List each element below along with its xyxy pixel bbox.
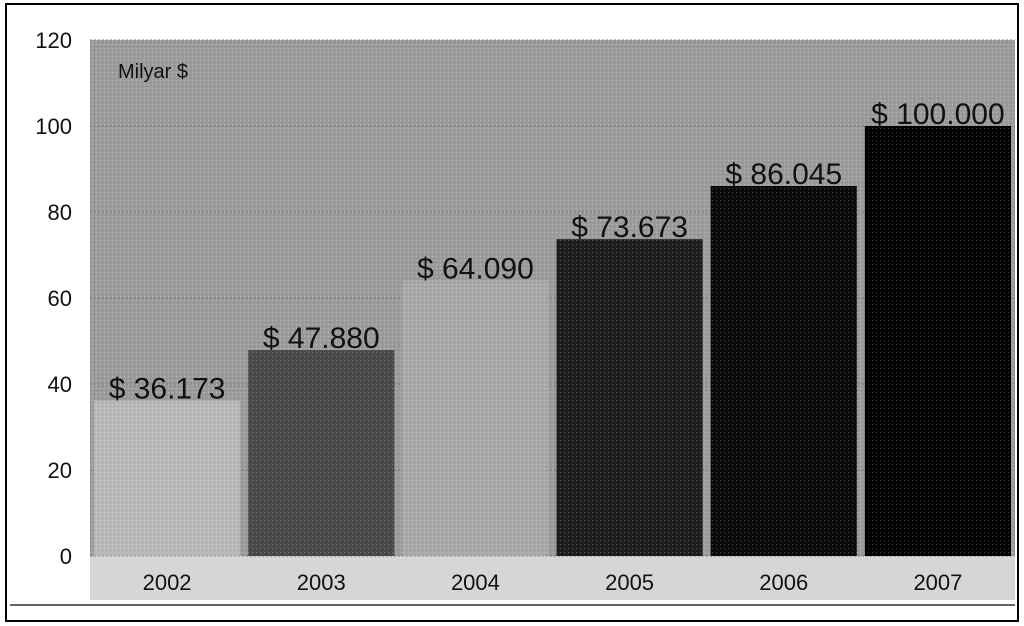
y-tick-label: 80 xyxy=(48,200,72,225)
x-axis-labels: 2002 2003 2004 2005 2006 2007 xyxy=(143,570,963,595)
data-label: $ 64.090 xyxy=(417,252,534,285)
y-tick-label: 0 xyxy=(60,544,72,569)
x-axis-band xyxy=(90,556,1015,600)
y-axis-ticks: 0 20 40 60 80 100 120 xyxy=(35,28,72,569)
y-tick-label: 20 xyxy=(48,458,72,483)
bar-texture xyxy=(864,126,1011,556)
data-label: $ 73.673 xyxy=(571,211,688,244)
bar-texture xyxy=(248,350,395,556)
bars-group xyxy=(94,126,1011,556)
bar-texture xyxy=(94,400,241,556)
x-tick-label: 2006 xyxy=(759,570,808,595)
y-tick-label: 100 xyxy=(35,114,72,139)
x-tick-label: 2005 xyxy=(605,570,654,595)
data-label: $ 36.173 xyxy=(109,372,226,405)
y-tick-label: 40 xyxy=(48,372,72,397)
x-tick-label: 2003 xyxy=(297,570,346,595)
x-tick-label: 2002 xyxy=(143,570,192,595)
plot-texture xyxy=(90,40,1015,556)
bar-texture xyxy=(402,280,549,556)
x-tick-label: 2007 xyxy=(913,570,962,595)
data-label: $ 47.880 xyxy=(263,322,380,355)
bar-texture xyxy=(710,186,857,556)
data-label: $ 100.000 xyxy=(871,98,1004,131)
bar-texture xyxy=(556,239,703,556)
data-label: $ 86.045 xyxy=(725,158,842,191)
unit-label: Milyar $ xyxy=(118,61,188,83)
y-tick-label: 120 xyxy=(35,28,72,53)
y-tick-label: 60 xyxy=(48,286,72,311)
data-labels: $ 36.173 $ 47.880 $ 64.090 $ 73.673 $ 86.045… xyxy=(109,98,1005,405)
x-tick-label: 2004 xyxy=(451,570,500,595)
